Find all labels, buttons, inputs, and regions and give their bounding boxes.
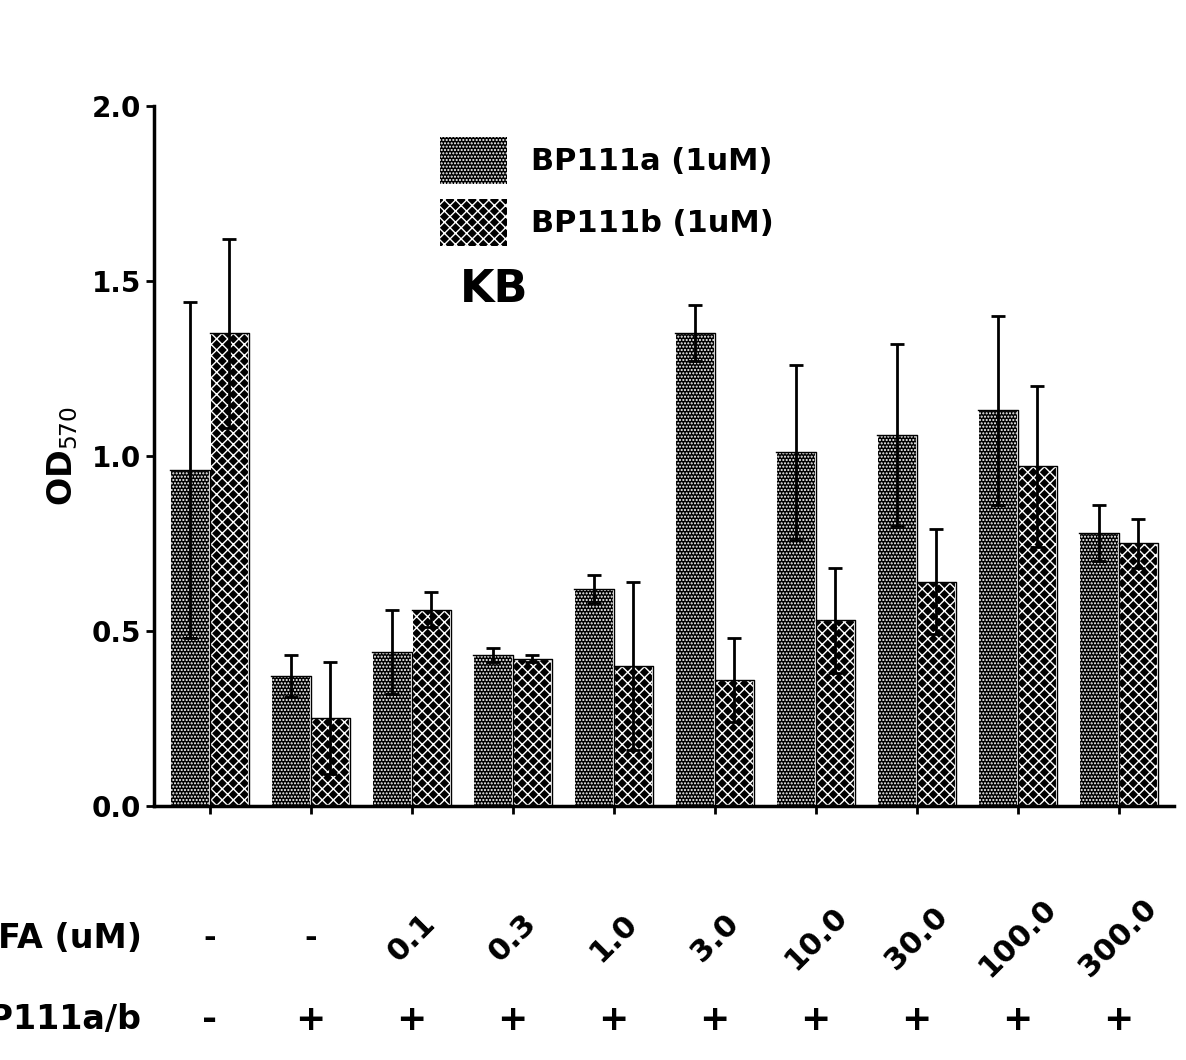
Bar xyxy=(272,676,311,806)
Text: FA (uM): FA (uM) xyxy=(0,921,142,955)
Text: +: + xyxy=(1002,1003,1033,1037)
Bar xyxy=(715,679,754,806)
Text: -: - xyxy=(305,923,317,953)
Bar xyxy=(675,333,715,806)
Text: -: - xyxy=(202,1003,217,1037)
Text: 0.1: 0.1 xyxy=(382,908,441,968)
Bar xyxy=(1079,533,1118,806)
Bar xyxy=(816,620,855,806)
Y-axis label: OD$_{570}$: OD$_{570}$ xyxy=(46,406,81,506)
Bar xyxy=(473,655,512,806)
Text: +: + xyxy=(497,1003,528,1037)
Bar xyxy=(613,666,653,806)
Bar xyxy=(512,658,551,806)
Bar xyxy=(1118,543,1158,806)
Text: -: - xyxy=(204,923,216,953)
Text: 300.0: 300.0 xyxy=(1075,894,1163,983)
Text: +: + xyxy=(599,1003,629,1037)
Text: 3.0: 3.0 xyxy=(686,908,744,968)
Bar xyxy=(311,719,350,806)
Text: +: + xyxy=(700,1003,729,1037)
Bar xyxy=(978,410,1018,806)
Bar xyxy=(171,470,210,806)
Text: +: + xyxy=(295,1003,326,1037)
Text: +: + xyxy=(801,1003,831,1037)
Text: +: + xyxy=(901,1003,932,1037)
Bar xyxy=(372,652,412,806)
Text: BP111a/b: BP111a/b xyxy=(0,1003,142,1037)
Text: KB: KB xyxy=(460,268,529,311)
Bar xyxy=(210,333,249,806)
Bar xyxy=(412,610,451,806)
Text: 10.0: 10.0 xyxy=(779,901,853,975)
Legend: BP111a (1uM), BP111b (1uM): BP111a (1uM), BP111b (1uM) xyxy=(425,121,790,262)
Text: 1.0: 1.0 xyxy=(585,908,643,968)
Bar xyxy=(1018,466,1057,806)
Bar xyxy=(878,435,917,806)
Bar xyxy=(574,588,613,806)
Text: +: + xyxy=(396,1003,427,1037)
Text: +: + xyxy=(1103,1003,1134,1037)
Bar xyxy=(917,582,956,806)
Text: 0.3: 0.3 xyxy=(484,908,542,968)
Text: 100.0: 100.0 xyxy=(974,894,1061,983)
Bar xyxy=(777,453,816,806)
Text: 30.0: 30.0 xyxy=(880,901,954,975)
